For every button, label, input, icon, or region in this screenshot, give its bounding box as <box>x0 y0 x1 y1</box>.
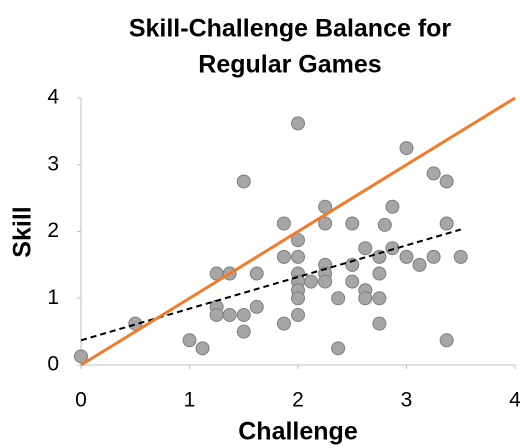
x-tick-label: 4 <box>509 389 520 412</box>
data-point <box>439 216 454 231</box>
data-point <box>304 274 319 289</box>
data-point <box>291 291 305 306</box>
data-point <box>331 291 346 306</box>
data-point <box>399 141 414 156</box>
data-point <box>358 291 373 306</box>
data-point <box>182 333 197 348</box>
data-point <box>291 116 305 131</box>
y-tick-label: 4 <box>47 86 59 109</box>
data-point <box>372 266 387 281</box>
data-point <box>318 274 333 289</box>
data-point <box>195 341 210 356</box>
x-axis-label: Challenge <box>238 418 358 446</box>
data-point <box>372 249 387 264</box>
y-tick-label: 3 <box>47 152 59 175</box>
data-point <box>291 233 305 248</box>
y-tick-label: 0 <box>47 353 59 376</box>
data-point <box>291 307 305 322</box>
data-point <box>291 249 305 264</box>
data-point <box>385 241 400 256</box>
data-point <box>74 349 88 364</box>
data-point <box>377 217 392 232</box>
data-point <box>276 216 291 231</box>
y-tick-label: 1 <box>47 286 59 309</box>
data-point <box>236 174 251 189</box>
data-point <box>236 324 251 339</box>
reference-line <box>80 96 516 367</box>
x-tick-label: 1 <box>184 389 196 412</box>
data-point <box>331 341 346 356</box>
data-point <box>372 291 387 306</box>
y-axis-label: Skill <box>9 206 37 257</box>
data-point <box>385 199 400 214</box>
data-point <box>249 299 264 314</box>
data-point <box>345 274 360 289</box>
data-point <box>318 216 333 231</box>
data-point <box>249 266 264 281</box>
trendline <box>80 228 462 342</box>
chart-title: Skill-Challenge Balance for <box>129 15 452 43</box>
data-point <box>222 307 237 322</box>
data-point <box>439 174 454 189</box>
data-point <box>358 241 373 256</box>
x-tick-label: 2 <box>292 389 304 412</box>
data-point <box>276 249 291 264</box>
data-point <box>345 216 360 231</box>
data-point <box>372 316 387 331</box>
data-point <box>399 249 414 264</box>
data-point <box>276 316 291 331</box>
data-point <box>426 166 441 181</box>
x-tick-label: 0 <box>75 389 87 412</box>
x-tick-label: 3 <box>401 389 413 412</box>
y-tick-label: 2 <box>47 219 59 242</box>
data-point <box>412 257 427 272</box>
data-point <box>345 257 360 272</box>
data-point <box>209 307 224 322</box>
data-point <box>236 307 251 322</box>
data-point <box>439 333 454 348</box>
chart-title: Regular Games <box>198 51 381 79</box>
data-point <box>426 249 441 264</box>
data-point <box>453 249 468 264</box>
